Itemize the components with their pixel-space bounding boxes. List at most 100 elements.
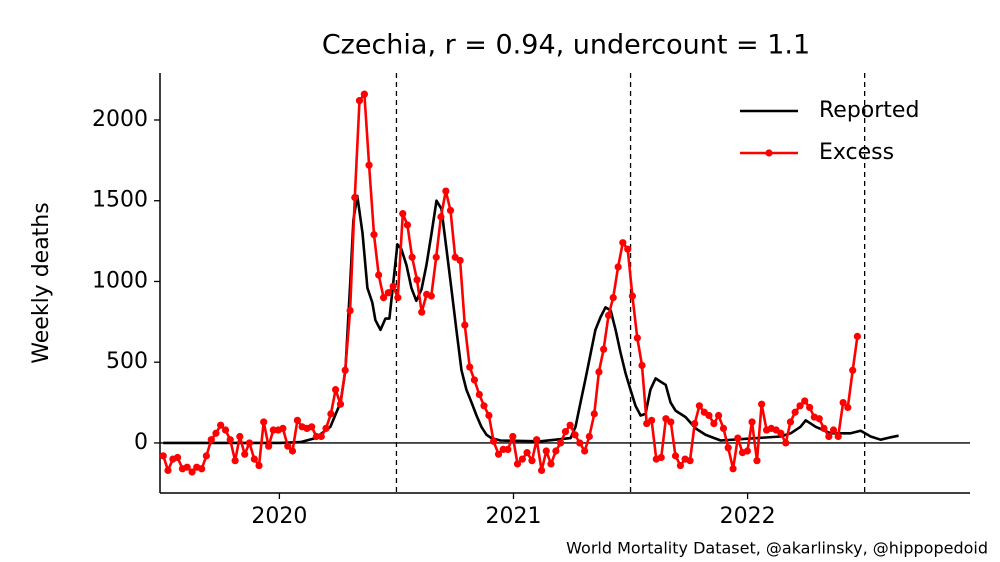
data-point (533, 436, 541, 444)
data-point (667, 418, 675, 426)
data-point (284, 442, 292, 450)
data-point (705, 411, 713, 420)
legend-label: Reported (819, 98, 919, 123)
data-point (461, 321, 469, 329)
data-point (600, 345, 608, 353)
data-point (844, 403, 852, 412)
data-point (648, 416, 656, 424)
data-point (255, 461, 263, 470)
data-point (815, 415, 823, 423)
data-point (173, 453, 182, 462)
data-point (585, 432, 593, 441)
data-point (561, 428, 570, 436)
data-point (475, 390, 483, 399)
data-point (159, 452, 167, 460)
data-point (801, 397, 809, 405)
source-note: World Mortality Dataset, @akarlinsky, @h… (566, 539, 988, 558)
data-point (327, 410, 335, 418)
data-point (595, 368, 603, 376)
y-tick-label: 0 (134, 430, 148, 455)
data-point (221, 426, 230, 434)
data-point (691, 419, 699, 428)
data-point (686, 457, 694, 465)
data-point (839, 398, 847, 407)
data-point (370, 231, 378, 239)
data-point (413, 276, 421, 284)
data-point (566, 421, 574, 429)
data-point (250, 455, 258, 463)
data-point (609, 294, 617, 302)
data-point (724, 444, 732, 452)
data-point (241, 450, 249, 458)
data-point (245, 439, 254, 447)
data-point (346, 306, 354, 315)
data-point (470, 376, 479, 384)
data-point (202, 452, 210, 460)
data-point (825, 432, 833, 441)
x-tick-label: 2021 (485, 504, 541, 529)
data-point (590, 410, 598, 418)
x-tick-label: 2022 (720, 504, 776, 529)
legend-marker (765, 149, 773, 157)
data-point (753, 457, 761, 465)
data-point (432, 253, 440, 261)
data-point (485, 411, 493, 420)
data-point (217, 421, 225, 429)
data-point (494, 450, 503, 458)
data-point (729, 465, 737, 473)
data-point (671, 452, 680, 460)
data-point (628, 292, 637, 300)
data-point (408, 253, 416, 261)
data-point (504, 445, 512, 454)
data-point (456, 256, 464, 265)
data-point (379, 294, 388, 302)
data-point (614, 263, 622, 271)
chart-title: Czechia, r = 0.94, undercount = 1.1 (322, 30, 810, 61)
data-point (619, 239, 627, 247)
y-tick-label: 1500 (92, 188, 148, 213)
data-point (317, 432, 325, 441)
series-line (162, 92, 859, 474)
data-point (212, 429, 220, 437)
data-point (226, 436, 234, 444)
data-point (782, 439, 790, 447)
data-point (375, 271, 383, 279)
data-point (556, 439, 565, 447)
data-point (480, 402, 488, 410)
data-point (518, 455, 526, 463)
data-point (657, 453, 665, 462)
data-point (265, 442, 273, 450)
data-point (576, 439, 584, 447)
data-point (399, 210, 407, 218)
data-point (365, 161, 373, 169)
data-point (676, 461, 685, 470)
y-tick-label: 1000 (92, 268, 148, 293)
data-point (394, 294, 402, 302)
data-point (293, 416, 302, 424)
data-point (418, 308, 426, 316)
data-point (341, 366, 349, 374)
y-tick-label: 2000 (92, 107, 148, 132)
data-point (604, 311, 613, 319)
data-point (466, 363, 474, 371)
data-point (719, 424, 728, 433)
series-line (163, 194, 899, 445)
legend-label: Excess (819, 140, 894, 165)
y-axis-label: Weekly deaths (29, 202, 54, 363)
data-point (351, 193, 359, 202)
y-tick-label: 500 (106, 349, 148, 374)
data-point (542, 447, 550, 455)
data-point (198, 465, 206, 473)
data-point (389, 282, 397, 290)
data-point (834, 432, 842, 441)
data-point (355, 97, 364, 105)
data-point (164, 466, 172, 474)
data-point (829, 426, 838, 434)
data-point (710, 419, 718, 428)
data-point (638, 361, 646, 370)
data-point (791, 408, 799, 416)
data-point (360, 90, 368, 98)
data-point (236, 432, 244, 441)
data-point (288, 447, 297, 455)
data-point (624, 245, 632, 253)
